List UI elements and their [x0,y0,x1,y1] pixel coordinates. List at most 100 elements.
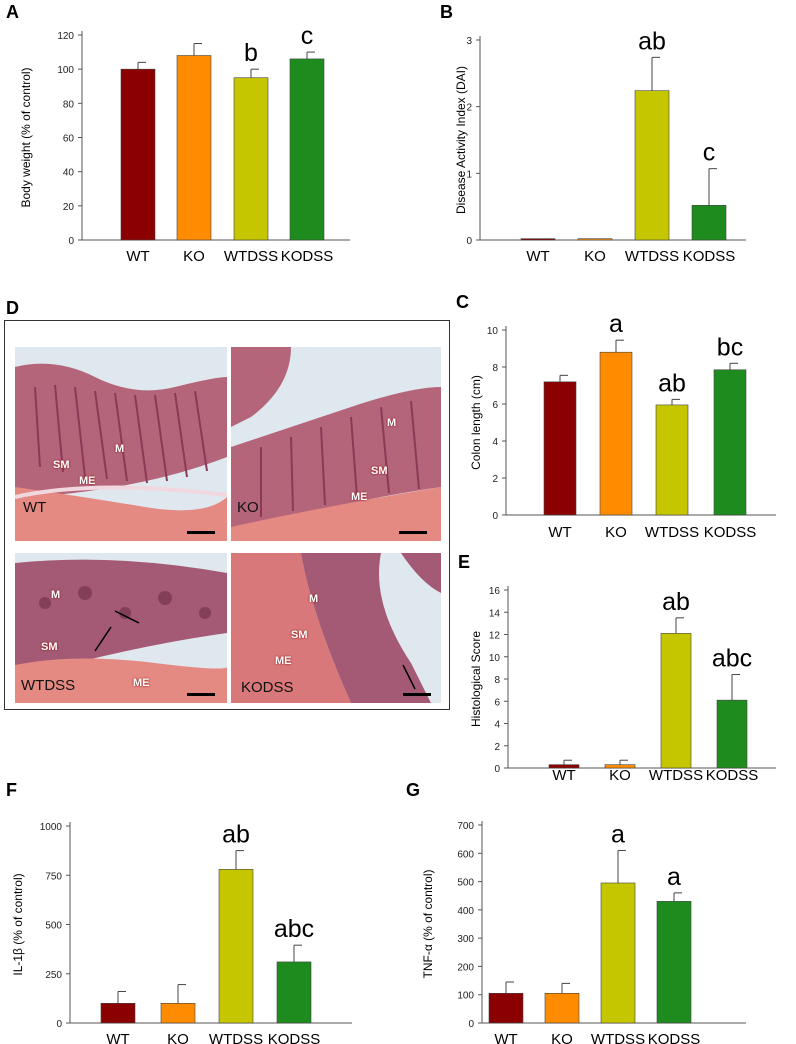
micrograph-wt: M SM ME WT [15,347,227,541]
significance-label: ab [222,821,250,849]
y-tick-label: 4 [492,437,498,448]
category-label: WTDSS [209,1031,263,1044]
y-tick-label: 10 [487,326,499,337]
category-label: KO [609,767,631,784]
significance-label: a [667,863,681,891]
chart-dai: B 0 1 2 3 Disease Activity Index (DAI) WT KO WTD… [440,2,746,265]
category-label: WTDSS [591,1031,645,1044]
scale-bar [403,693,431,696]
category-label: WTDSS [224,248,278,265]
y-axis-label: Colon length (cm) [469,375,483,470]
bar-ko [176,55,212,241]
micrograph-wt-image [15,347,227,541]
y-tick-label: 6 [492,400,498,411]
y-tick-label: 4 [494,720,500,731]
y-tick-label: 0 [494,764,500,775]
chart-il1b: F 0 250 500 750 1000 IL-1β (% of control) WT KO W… [6,780,352,1044]
bar-wt [543,381,577,516]
y-tick-label: 0 [492,511,498,522]
category-label: KODSS [706,767,759,784]
scale-bar [399,531,427,534]
y-tick-label: 40 [63,168,75,179]
micrograph-wtdss: M SM ME WTDSS [15,553,227,703]
panel-letter-a: A [6,2,19,22]
y-tick-label: 0 [56,1019,62,1030]
significance-label: ab [662,588,690,616]
micrograph-label-ko: KO [237,499,259,516]
bar-wtdss [600,882,636,1024]
category-label: WTDSS [649,767,703,784]
chart-histological-score: E 0 2 4 6 8 10 12 14 16 Histological Score WT KO WTDS… [458,552,776,784]
tissue-label-m: M [387,417,397,429]
micrograph-label-wt: WT [23,499,47,516]
panel-letter-e: E [458,552,470,572]
y-tick-label: 120 [57,31,74,42]
category-label: KODSS [281,248,334,265]
category-label: KODSS [268,1031,321,1044]
y-tick-label: 20 [63,202,75,213]
bar-kodss [289,58,325,241]
bar-wt [488,993,524,1024]
bar-wt [100,1003,136,1024]
significance-label: c [703,139,716,167]
micrograph-kodss: M SM ME KODSS [231,553,441,703]
bar-ko [577,238,613,241]
bar-wtdss [655,404,689,516]
micrograph-kodss-image [231,553,441,703]
category-label: WT [106,1031,129,1044]
tissue-label-me: ME [351,491,368,503]
significance-label: c [301,22,314,50]
panel-letter-d: D [6,298,19,318]
significance-label: a [611,820,625,848]
y-tick-label: 2 [494,742,500,753]
y-axis-label: Body weight (% of control) [19,67,33,207]
bar-ko [599,351,633,516]
y-axis-label: Disease Activity Index (DAI) [454,66,468,214]
y-tick-label: 14 [489,608,501,619]
category-label: WTDSS [625,248,679,265]
bar-kodss [276,961,312,1024]
y-tick-label: 1000 [40,822,63,833]
y-tick-label: 250 [45,970,62,981]
category-label: WTDSS [645,524,699,541]
tissue-label-sm: SM [371,465,388,477]
y-tick-label: 8 [494,675,500,686]
category-label: WT [552,767,575,784]
panel-letter-f: F [6,780,17,800]
tissue-label-me: ME [275,655,292,667]
category-label: KODSS [683,248,736,265]
y-tick-label: 700 [457,821,474,832]
bar-wt [120,68,156,241]
category-label: WT [494,1031,517,1044]
category-label: KO [605,524,627,541]
significance-label: ab [658,369,686,397]
tissue-label-me: ME [79,475,96,487]
y-tick-label: 500 [457,878,474,889]
y-tick-label: 12 [489,631,501,642]
significance-label: abc [274,915,314,943]
tissue-label-m: M [51,589,61,601]
micrograph-wtdss-image [15,553,227,703]
y-tick-label: 100 [57,65,74,76]
significance-label: abc [712,645,752,673]
tissue-label-sm: SM [41,641,58,653]
significance-label: bc [717,333,743,361]
panel-letter-b: B [440,2,453,22]
y-axis-label: IL-1β (% of control) [11,873,25,975]
category-label: WT [126,248,149,265]
y-axis-label: TNF-α (% of control) [421,870,435,979]
bar-ko [160,1003,196,1024]
bar-wtdss [218,869,254,1024]
scale-bar [187,693,215,696]
category-label: KO [551,1031,573,1044]
y-tick-label: 6 [494,697,500,708]
y-tick-label: 1 [466,169,472,180]
category-label: KODSS [704,524,757,541]
micrograph-label-wtdss: WTDSS [21,677,76,694]
tissue-label-me: ME [133,677,150,689]
y-tick-label: 8 [492,363,498,374]
chart-tnfa: G 0 100 200 300 400 500 600 700 TNF-α (% of contr… [406,780,746,1044]
scale-bar [187,531,215,534]
y-tick-label: 0 [466,236,472,247]
panel-letter-c: C [456,292,469,312]
